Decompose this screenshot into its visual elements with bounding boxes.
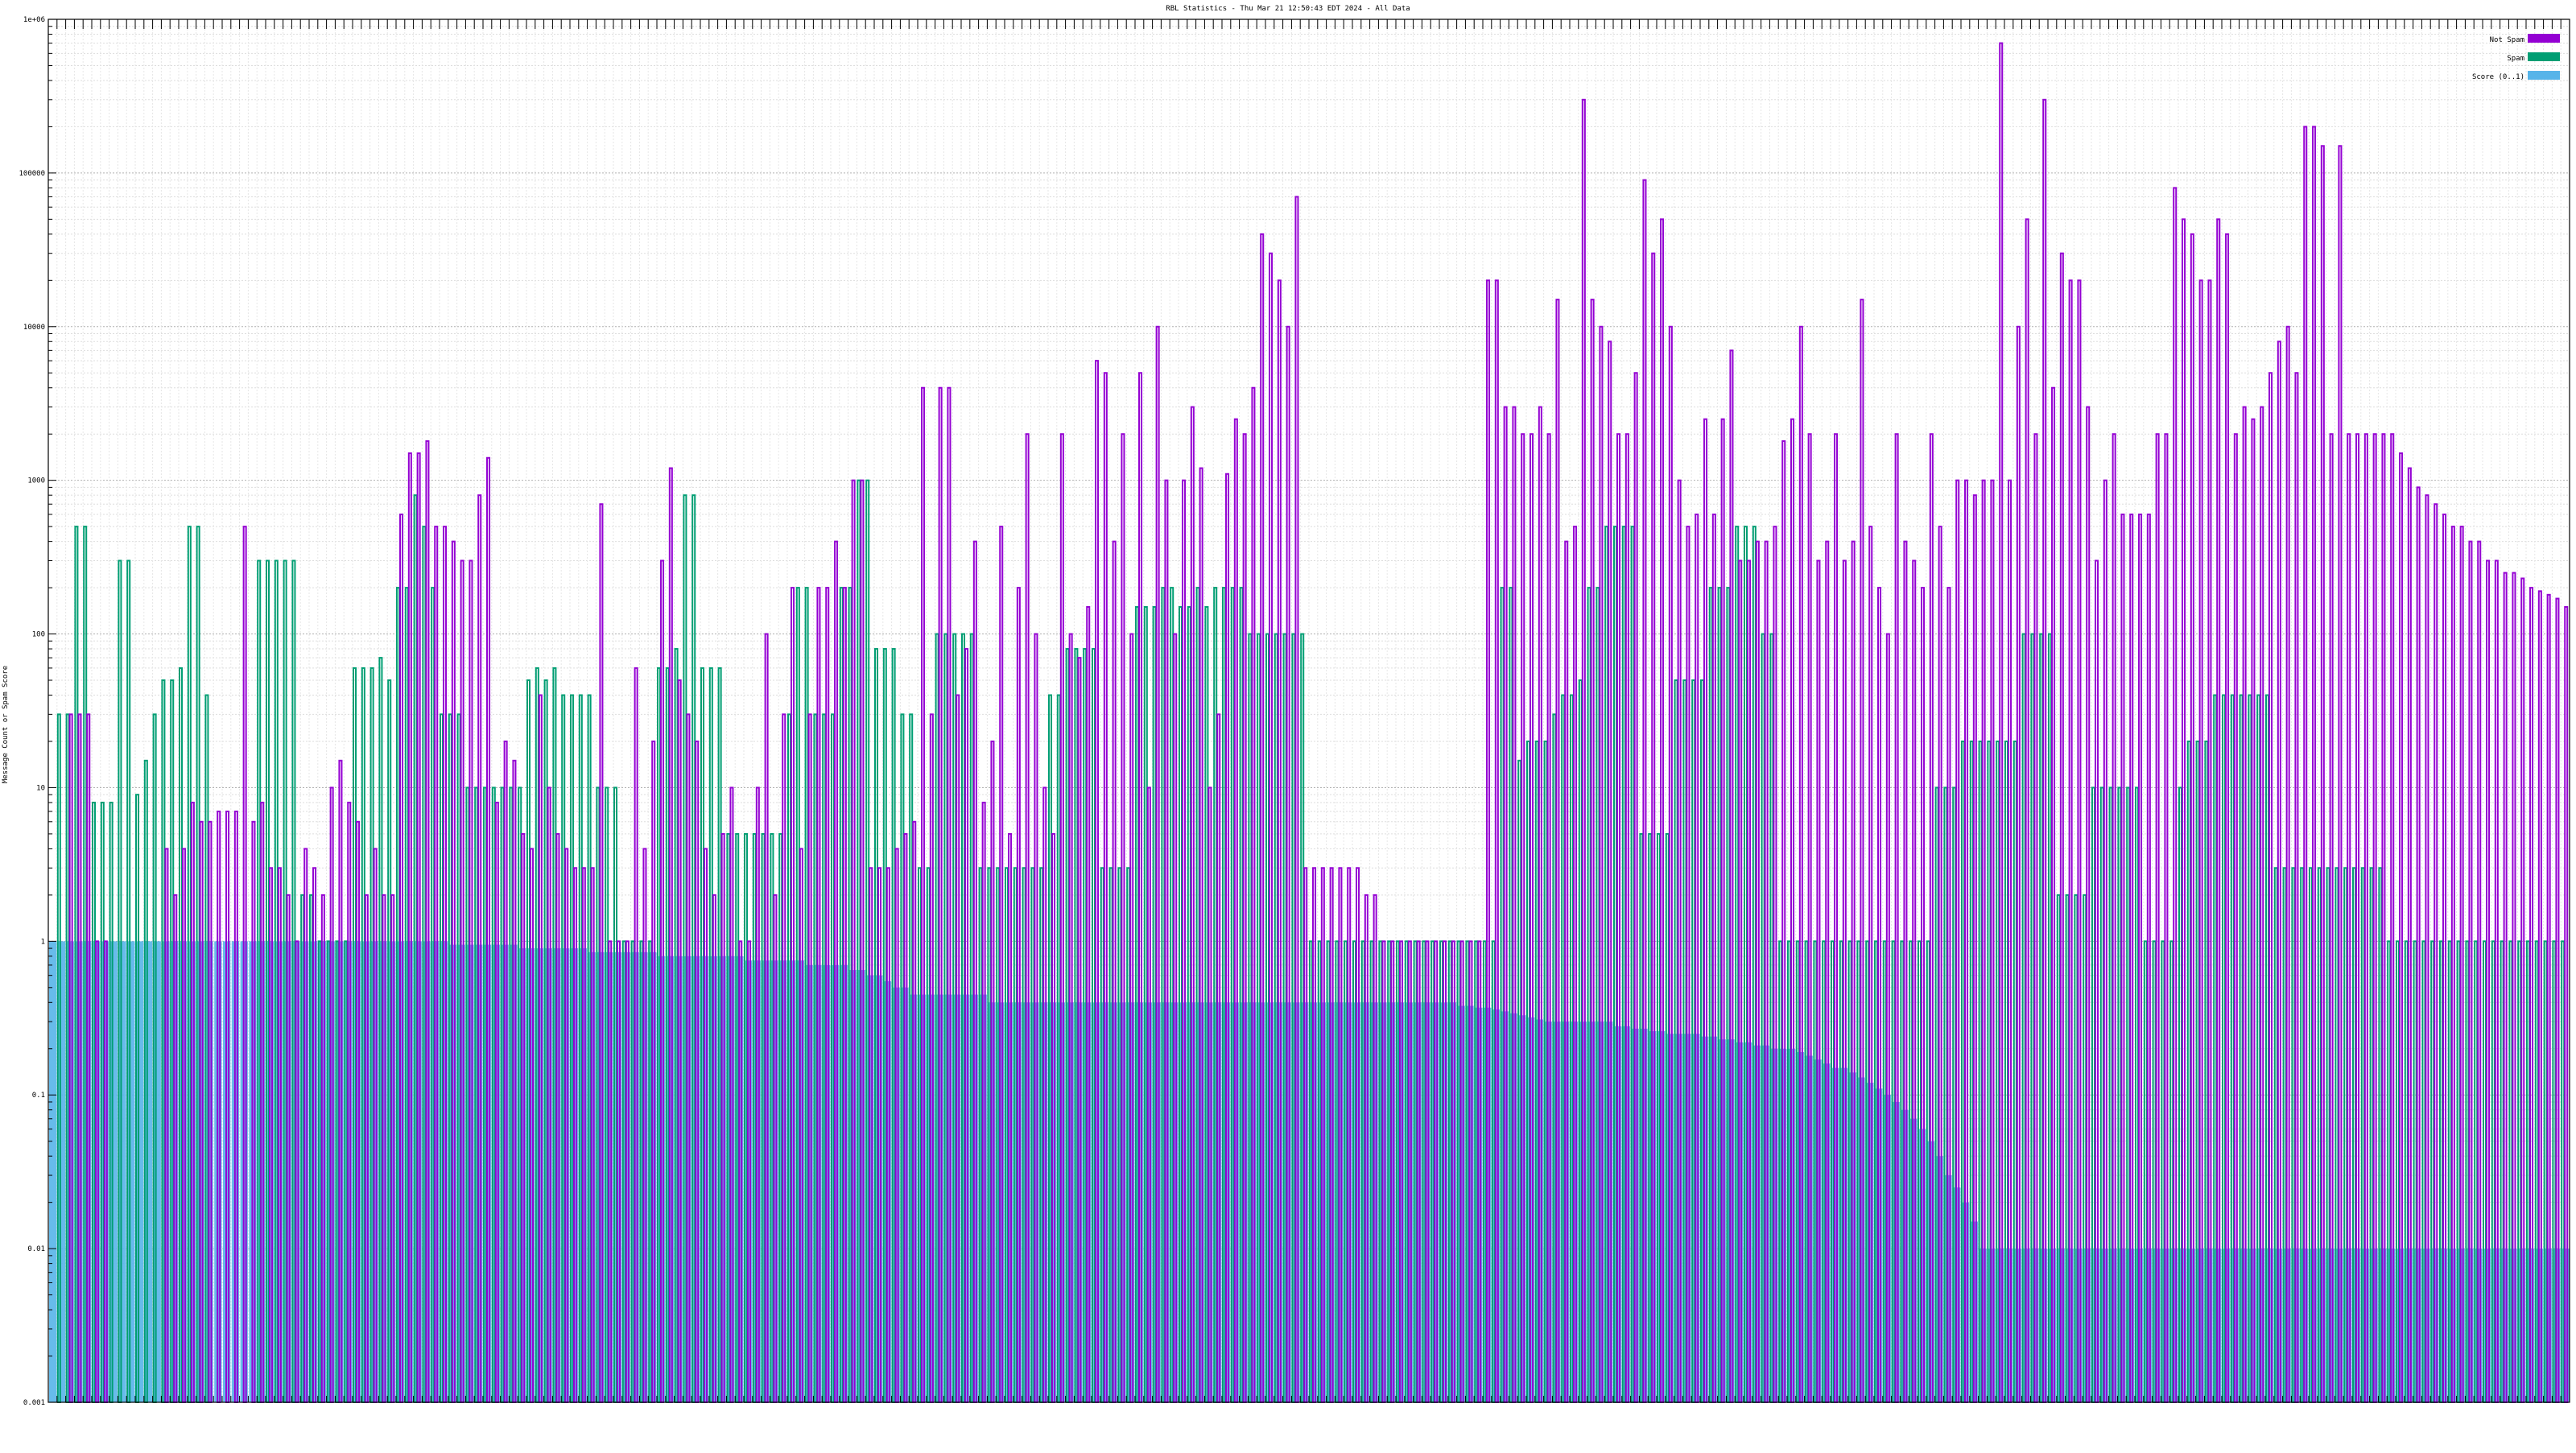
y-tick-label: 1	[41, 938, 45, 946]
y-tick-label: 1e+06	[23, 16, 45, 24]
axes-layer: 0.001 0.01 0.1 1 10 100 1000 10000 100000 1e+06	[19, 16, 2570, 1407]
y-axis-title: Message Count or Spam Score	[2, 666, 10, 783]
bar-score	[118, 941, 126, 1402]
y-tick-label: 1000	[27, 477, 45, 485]
bar-score	[57, 941, 66, 1402]
bar-score	[144, 941, 153, 1402]
bar-score	[49, 941, 57, 1402]
y-tick-label: 10000	[23, 324, 45, 332]
y-tick-label: 0.001	[23, 1399, 45, 1407]
chart-title: RBL Statistics - Thu Mar 21 12:50:43 EDT…	[1166, 5, 1410, 13]
y-tick-label: 10	[36, 784, 45, 792]
y-tick-label: 0.1	[32, 1092, 45, 1100]
legend-swatch	[2528, 71, 2560, 80]
legend: Not Spam Spam Score (0..1)	[2472, 34, 2560, 81]
legend-label: Score (0..1)	[2472, 73, 2524, 81]
y-tick-label: 0.01	[27, 1245, 45, 1253]
bar-score	[109, 941, 118, 1402]
bar-score	[153, 941, 161, 1402]
legend-label: Spam	[2507, 55, 2524, 63]
bar-score	[136, 941, 144, 1402]
y-tick-label: 100000	[19, 170, 45, 178]
bar-score	[127, 941, 135, 1402]
legend-label: Not Spam	[2490, 36, 2524, 44]
y-tick-label: 100	[32, 631, 45, 639]
legend-swatch	[2528, 34, 2560, 43]
legend-swatch	[2528, 52, 2560, 61]
